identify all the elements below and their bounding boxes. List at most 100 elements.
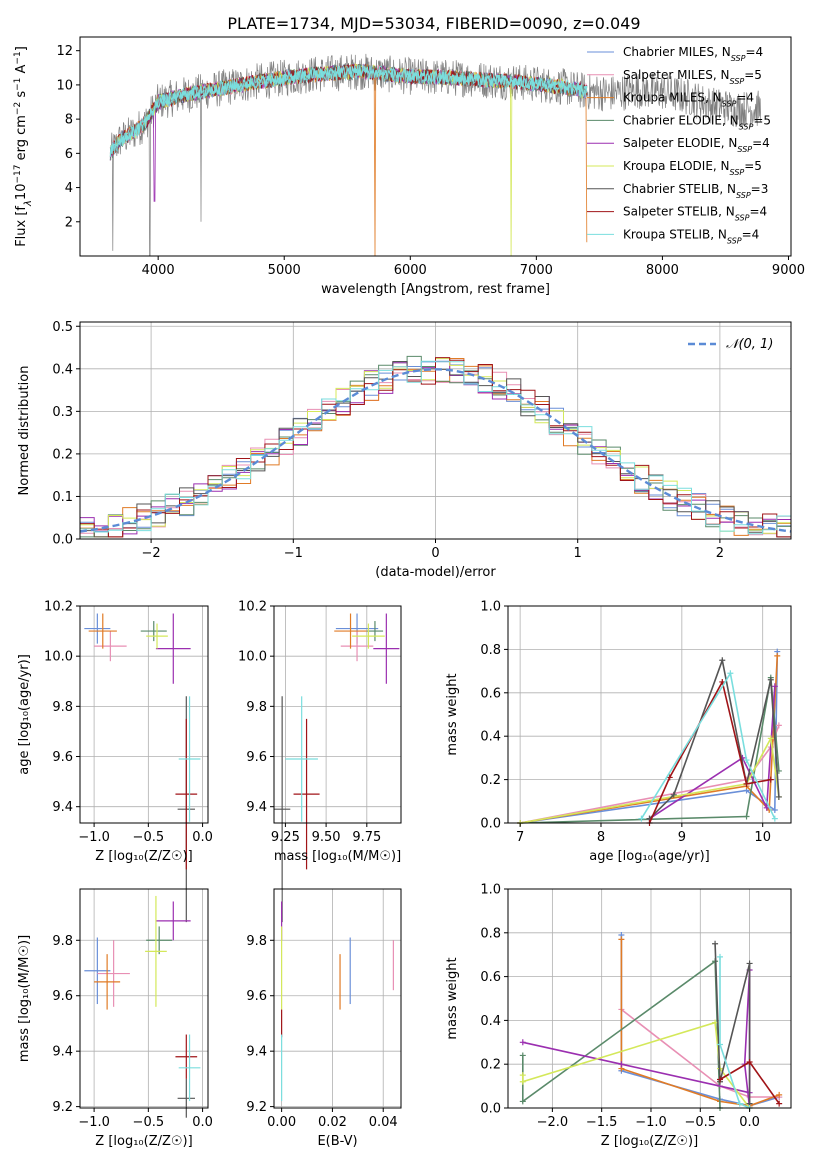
x-tick-label: 9000 xyxy=(772,263,805,278)
y-tick-label: 4 xyxy=(65,181,73,196)
spectrum-lines xyxy=(109,53,762,256)
x-tick-label: 0.00 xyxy=(267,1115,296,1130)
weight-marker xyxy=(776,1100,783,1107)
weight-marker xyxy=(717,1041,724,1048)
x-tick-label: 4000 xyxy=(142,263,175,278)
y-axis-label: age [log₁₀(age/yr)] xyxy=(17,654,32,775)
weight-marker xyxy=(746,960,753,967)
weight-series-line xyxy=(714,943,751,1104)
weight-series-line xyxy=(520,677,780,824)
y-tick-label: 9.8 xyxy=(246,934,267,949)
y-tick-label: 9.8 xyxy=(52,934,73,949)
legend-value: =5 xyxy=(753,113,771,127)
y-tick-label: 0.5 xyxy=(52,320,73,335)
axes-frame xyxy=(507,605,792,824)
y-label-part: s xyxy=(14,91,29,102)
legend-value: =4 xyxy=(736,91,754,105)
y-tick-label: 9.4 xyxy=(246,1045,267,1060)
legend-sub: SSP xyxy=(727,236,742,245)
legend-value: =4 xyxy=(752,136,770,150)
y-label-part: −1 xyxy=(13,51,23,64)
axes-frame xyxy=(79,888,209,1109)
y-tick-label: 9.4 xyxy=(52,1045,73,1060)
observed-spectrum-line xyxy=(109,53,762,256)
y-tick-label: 0.6 xyxy=(480,686,501,701)
legend-sub: SSP xyxy=(739,122,754,131)
x-tick-label: 7 xyxy=(516,830,524,845)
y-tick-label: 9.4 xyxy=(52,800,73,815)
y-tick-label: 10.2 xyxy=(238,600,267,615)
y-label-part: −2 xyxy=(13,102,23,115)
weight-marker xyxy=(743,780,750,787)
y-tick-label: 0.1 xyxy=(52,490,73,505)
legend-name: Kroupa MILES, N xyxy=(623,91,722,105)
x-tick-label: 9.25 xyxy=(271,830,300,845)
x-tick-label: 2 xyxy=(716,546,724,561)
y-axis-label: mass [log₁₀(M/M☉)] xyxy=(17,935,32,1062)
weight-marker xyxy=(719,657,726,664)
weight-marker xyxy=(712,1019,719,1026)
legend-label: 𝒩(0, 1) xyxy=(726,337,773,352)
y-tick-label: 10.0 xyxy=(238,650,267,665)
weight-marker xyxy=(776,1091,783,1098)
y-axis-label: mass weight xyxy=(445,957,460,1039)
weight-marker xyxy=(712,940,719,947)
x-tick-label: 0.0 xyxy=(192,1115,213,1130)
x-tick-label: 10 xyxy=(754,830,771,845)
x-tick-label: 0.0 xyxy=(739,1115,760,1130)
x-tick-label: −2 xyxy=(142,546,161,561)
legend-name: Salpeter STELIB, N xyxy=(623,205,735,219)
x-axis-label: Z [log₁₀(Z/Z☉)] xyxy=(95,849,192,864)
weight-series-line xyxy=(640,671,776,820)
y-tick-label: 9.8 xyxy=(246,700,267,715)
mass-vs-metallicity-panel: −1.0 −0.5 0.0 9.2 9.4 9.6 9.8 Z [log₁₀(Z/Z☉)] ma… xyxy=(17,888,213,1149)
axes-frame xyxy=(273,888,402,1109)
y-label-part: Flux [f xyxy=(14,206,29,247)
y-tick-label: 0.4 xyxy=(52,362,73,377)
model-spectrum-line xyxy=(109,64,588,157)
legend-name: Kroupa ELODIE, N xyxy=(623,159,730,173)
y-tick-label: 9.6 xyxy=(246,750,267,765)
weight-marker xyxy=(771,806,778,813)
weight-marker xyxy=(519,1052,526,1059)
weight-marker xyxy=(717,1076,724,1083)
weight-series-line xyxy=(519,651,779,824)
y-tick-label: 10.0 xyxy=(44,650,73,665)
y-tick-label: 0.8 xyxy=(480,643,501,658)
y-tick-label: 9.6 xyxy=(52,989,73,1004)
x-tick-label: 6000 xyxy=(394,263,427,278)
x-axis-label: wavelength [Angstrom, rest frame] xyxy=(321,282,550,297)
y-tick-label: 9.6 xyxy=(246,989,267,1004)
x-tick-label: 7000 xyxy=(520,263,553,278)
gaussian-curve xyxy=(79,368,792,533)
y-label-part: ] xyxy=(14,46,29,51)
x-tick-label: 0.04 xyxy=(369,1115,398,1130)
weight-marker xyxy=(767,676,774,683)
x-tick-label: −0.5 xyxy=(133,830,165,845)
x-tick-label: 9.75 xyxy=(352,830,381,845)
x-tick-label: 1 xyxy=(574,546,582,561)
x-tick-label: 0.0 xyxy=(192,830,213,845)
y-tick-label: 0.4 xyxy=(480,730,501,745)
x-axis-label: age [log₁₀(age/yr)] xyxy=(589,849,710,864)
legend-sub: SSP xyxy=(722,99,737,108)
weight-marker xyxy=(743,813,750,820)
spectrum-panel: 4000 5000 6000 7000 8000 9000 2 4 6 8 10 12 waveleng… xyxy=(13,36,805,297)
legend-value: =4 xyxy=(745,45,763,59)
mass-weight-vs-age-panel: 7 8 9 10 0.0 0.2 0.4 0.6 0.8 1.0 age [log₁₀(age/yr… xyxy=(445,600,792,864)
x-tick-label: 8 xyxy=(597,830,605,845)
x-axis-label: Z [log₁₀(Z/Z☉)] xyxy=(601,1134,698,1149)
legend-sub: SSP xyxy=(736,190,751,199)
y-axis-label: mass weight xyxy=(445,673,460,755)
y-label-part: λ xyxy=(23,200,34,207)
x-tick-label: −1.0 xyxy=(635,1115,667,1130)
axes-frame xyxy=(273,605,402,824)
x-axis-label: Z [log₁₀(Z/Z☉)] xyxy=(95,1134,192,1149)
y-tick-label: 0.2 xyxy=(480,773,501,788)
weight-series-line xyxy=(519,655,779,824)
axes-frame xyxy=(79,36,792,257)
y-tick-label: 0.6 xyxy=(480,970,501,985)
y-tick-label: 9.2 xyxy=(52,1100,73,1115)
y-tick-label: 1.0 xyxy=(480,883,501,898)
legend-value: =5 xyxy=(744,68,762,82)
